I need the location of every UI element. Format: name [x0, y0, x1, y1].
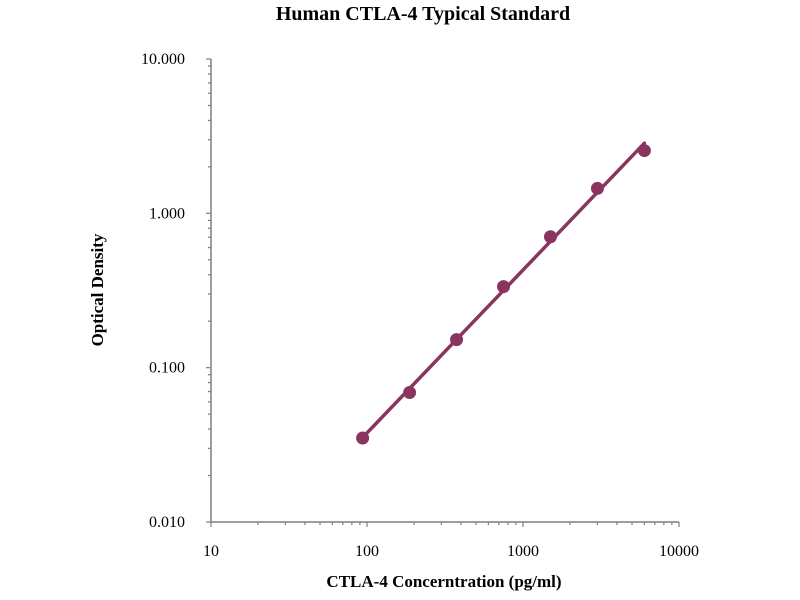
data-point — [590, 181, 604, 195]
x-tick-label: 10000 — [659, 543, 699, 560]
y-tick-label: 1.000 — [149, 205, 185, 222]
y-tick-label: 0.010 — [149, 514, 185, 531]
data-point — [403, 386, 417, 400]
x-axis-label: CTLA-4 Concerntration (pg/ml) — [326, 572, 561, 591]
data-point — [543, 230, 557, 244]
y-tick-label: 0.100 — [149, 360, 185, 377]
plot-area: 0.010 0.100 1.000 10.000 10 100 1000 10000 — [141, 51, 699, 560]
x-tick-label: 10 — [203, 543, 219, 560]
data-point — [497, 280, 511, 294]
y-tick-label: 10.000 — [141, 51, 185, 68]
data-point — [356, 431, 370, 445]
x-tick-label: 1000 — [507, 543, 539, 560]
x-tick-label: 100 — [355, 543, 379, 560]
chart-title: Human CTLA-4 Typical Standard — [276, 3, 570, 25]
data-point — [450, 333, 464, 347]
y-axis-label: Optical Density — [88, 233, 107, 346]
data-point — [637, 144, 651, 158]
